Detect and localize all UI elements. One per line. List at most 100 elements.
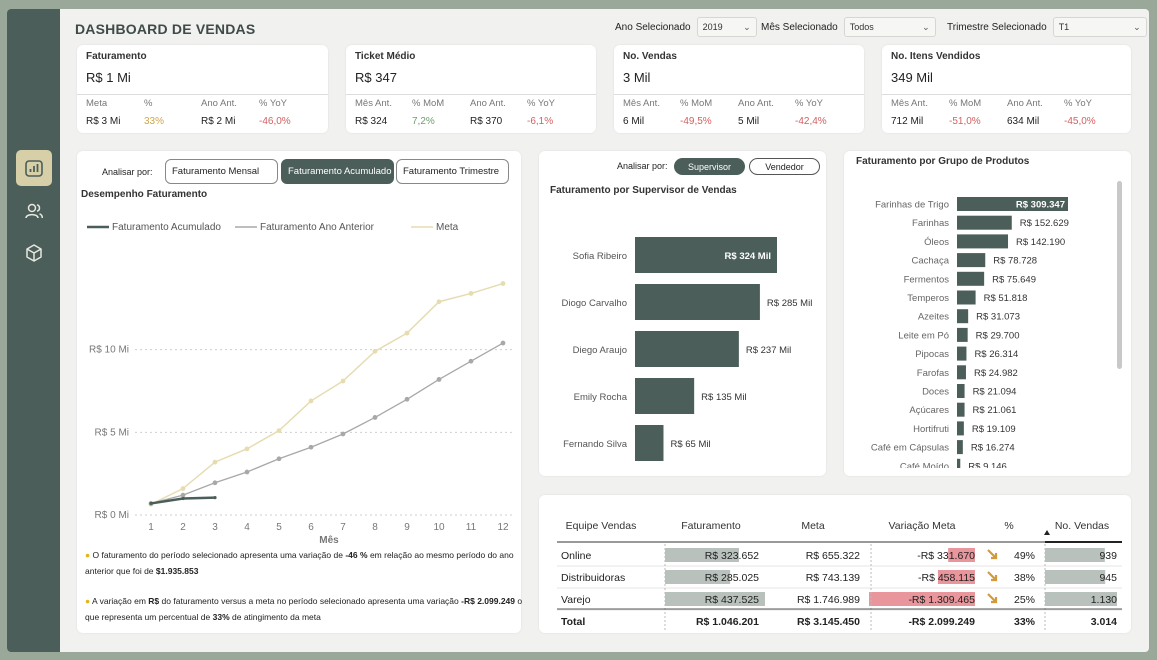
data-label: R$ 237 Mil bbox=[746, 345, 791, 356]
line-chart-title: Desempenho Faturamento bbox=[81, 189, 208, 200]
data-point bbox=[372, 348, 378, 354]
filter-ano-label: Ano Selecionado bbox=[615, 21, 691, 33]
filter-ano-value: 2019 bbox=[702, 22, 723, 32]
kpi-sub-value: -46,0% bbox=[259, 116, 291, 127]
kpi-sub-label: % bbox=[144, 98, 153, 109]
data-label: R$ 142.190 bbox=[1016, 237, 1065, 248]
nav-products-button[interactable] bbox=[16, 235, 52, 271]
bar bbox=[957, 234, 1009, 249]
line-chart: Faturamento Acumulado Faturamento Ano Ant… bbox=[87, 222, 515, 545]
kpi-sub-value: 6 Mil bbox=[623, 116, 645, 127]
supervisor-toggle[interactable]: Supervisor bbox=[674, 158, 745, 175]
kpi-sub-value: 712 Mil bbox=[891, 116, 924, 127]
cell-faturamento: R$ 437.525 bbox=[705, 594, 759, 606]
category-label: Café Moído bbox=[900, 461, 949, 468]
data-label: R$ 21.061 bbox=[973, 405, 1017, 416]
kpi-title: No. Itens Vendidos bbox=[891, 51, 981, 62]
kpi-value: R$ 347 bbox=[355, 70, 397, 85]
filter-ano-select[interactable]: 2019 ⌄ bbox=[696, 17, 757, 37]
nav-people-button[interactable] bbox=[16, 193, 52, 229]
bar bbox=[957, 271, 985, 286]
divider bbox=[614, 94, 864, 95]
kpi-sub-value: -45,0% bbox=[1064, 116, 1096, 127]
data-bar bbox=[665, 570, 731, 584]
bar bbox=[635, 284, 760, 320]
bar bbox=[635, 237, 777, 273]
data-label: R$ 31.073 bbox=[976, 312, 1020, 323]
category-label: Farinhas bbox=[912, 218, 949, 229]
filter-mes-select[interactable]: Todos ⌄ bbox=[843, 17, 936, 37]
x-tick-label: 2 bbox=[180, 522, 186, 533]
category-label: Farofas bbox=[917, 368, 949, 379]
filter-trimestre-value: T1 bbox=[1058, 22, 1070, 32]
total-label: Total bbox=[561, 616, 585, 628]
kpi-sub-label: Ano Ant. bbox=[201, 98, 237, 109]
faturamento-trimestre-button[interactable]: Faturamento Trimestre bbox=[396, 159, 509, 184]
kpi-sub-value: 7,2% bbox=[412, 116, 435, 127]
lightbulb-icon: ● bbox=[85, 550, 91, 560]
data-point bbox=[404, 330, 410, 336]
category-label: Diego Araujo bbox=[573, 345, 627, 356]
users-icon bbox=[25, 203, 44, 219]
data-bar bbox=[869, 592, 975, 606]
kpi-sub-label: % MoM bbox=[949, 98, 982, 109]
data-bar bbox=[1045, 592, 1117, 606]
vendedor-toggle[interactable]: Vendedor bbox=[749, 158, 820, 175]
kpi-sub-value: -49,5% bbox=[680, 116, 712, 127]
y-tick-label: R$ 10 Mi bbox=[89, 345, 129, 356]
kpi-sub-value: 33% bbox=[144, 116, 165, 127]
kpi-sub-label: Mês Ant. bbox=[355, 98, 392, 109]
bar bbox=[957, 402, 965, 417]
bar bbox=[957, 346, 967, 361]
kpi-card-faturamento: Faturamento R$ 1 Mi Meta % Ano Ant. % Yo… bbox=[77, 45, 328, 133]
divider bbox=[882, 94, 1131, 95]
category-label: Sofia Ribeiro bbox=[573, 251, 627, 262]
data-bar bbox=[1045, 548, 1105, 562]
data-point bbox=[372, 415, 378, 420]
data-point bbox=[213, 496, 217, 500]
series-line bbox=[150, 342, 504, 505]
category-label: Farinhas de Trigo bbox=[875, 200, 949, 211]
kpi-value: 349 Mil bbox=[891, 70, 933, 85]
category-label: Diogo Carvalho bbox=[562, 298, 627, 309]
app-frame: DASHBOARD DE VENDAS Ano Selecionado 2019… bbox=[7, 9, 1149, 652]
faturamento-mensal-button[interactable]: Faturamento Mensal bbox=[165, 159, 278, 184]
cell-vendas: 1.130 bbox=[1091, 594, 1117, 606]
kpi-sub-label: Ano Ant. bbox=[470, 98, 506, 109]
data-label: R$ 309.347 bbox=[1016, 200, 1065, 211]
category-label: Hortifruti bbox=[913, 424, 949, 435]
insight-pct: 33% bbox=[212, 612, 230, 622]
category-label: Fernando Silva bbox=[563, 439, 628, 450]
data-point bbox=[149, 501, 153, 506]
category-label: Emily Rocha bbox=[574, 392, 628, 403]
data-label: R$ 9.146 bbox=[968, 461, 1007, 468]
kpi-sub-label: % YoY bbox=[259, 98, 287, 109]
bar bbox=[957, 290, 976, 305]
data-point bbox=[436, 299, 442, 305]
data-point bbox=[180, 486, 186, 491]
faturamento-acumulado-button[interactable]: Faturamento Acumulado bbox=[281, 159, 394, 184]
category-label: Fermentos bbox=[904, 274, 950, 285]
category-label: Café em Cápsulas bbox=[871, 443, 949, 454]
x-tick-label: 5 bbox=[276, 522, 282, 533]
nav-dashboard-button[interactable] bbox=[16, 150, 52, 186]
series-line bbox=[150, 282, 504, 505]
filter-trimestre-select[interactable]: T1 ⌄ bbox=[1052, 17, 1147, 37]
data-label: R$ 75.649 bbox=[992, 274, 1036, 285]
arrow-down-right-icon bbox=[987, 593, 998, 604]
line-chart-card bbox=[77, 151, 521, 633]
data-label: R$ 29.700 bbox=[976, 330, 1020, 341]
data-label: R$ 135 Mil bbox=[701, 392, 746, 403]
x-tick-label: 10 bbox=[433, 522, 445, 533]
divider bbox=[77, 94, 328, 95]
column-header: Variação Meta bbox=[889, 520, 956, 532]
filter-trimestre-label: Trimestre Selecionado bbox=[947, 21, 1047, 33]
category-label: Pipocas bbox=[915, 349, 949, 360]
data-point bbox=[212, 459, 218, 465]
data-label: R$ 51.818 bbox=[984, 293, 1028, 304]
total-meta: R$ 3.145.450 bbox=[797, 616, 860, 628]
legend-label: Meta bbox=[436, 222, 459, 233]
scrollbar[interactable] bbox=[1117, 181, 1122, 369]
bar bbox=[957, 309, 969, 324]
data-label: R$ 65 Mil bbox=[670, 439, 710, 450]
